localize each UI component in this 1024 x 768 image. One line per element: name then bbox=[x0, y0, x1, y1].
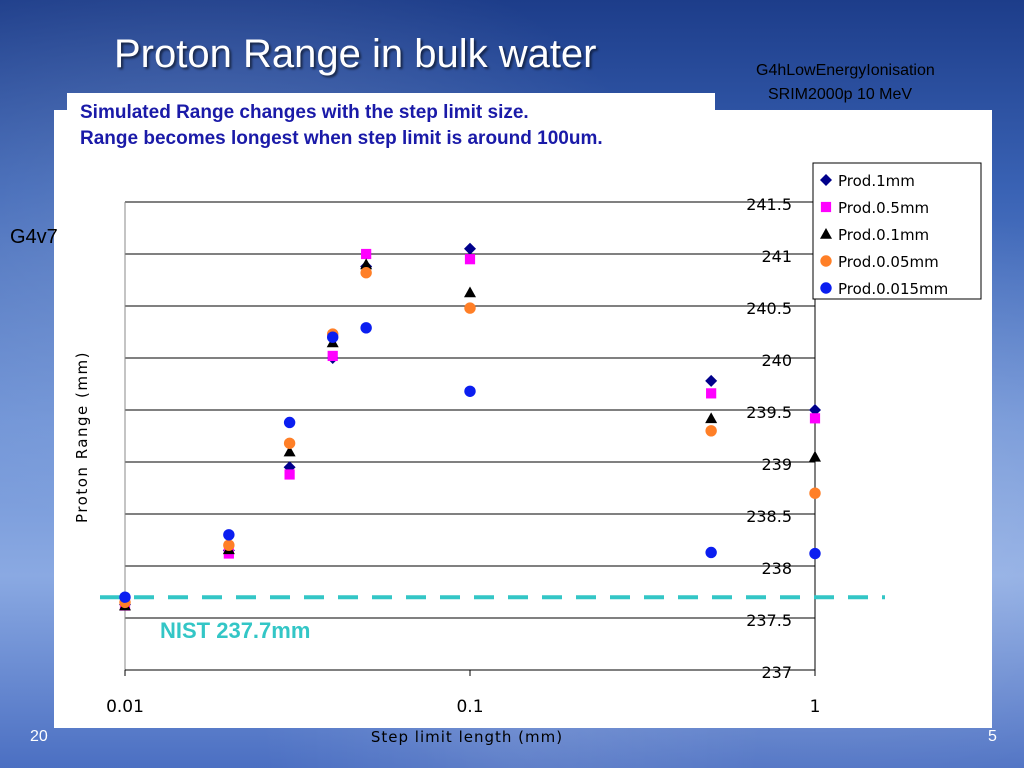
axes bbox=[124, 202, 816, 676]
legend-marker bbox=[820, 201, 832, 213]
y-axis-label: Proton Range (mm) bbox=[73, 351, 91, 523]
data-point bbox=[283, 445, 296, 457]
data-point bbox=[327, 350, 338, 362]
data-point bbox=[283, 437, 296, 449]
data-point bbox=[809, 413, 821, 424]
note-line-2: Range becomes longest when step limit is… bbox=[80, 128, 603, 149]
y-tick-label: 237.5 bbox=[746, 611, 792, 630]
model-label: G4hLowEnergyIonisation bbox=[756, 62, 935, 79]
y-tick-label: 240.5 bbox=[746, 299, 792, 318]
note-line-1: Simulated Range changes with the step li… bbox=[80, 102, 529, 123]
data-point bbox=[361, 248, 372, 260]
y-tick-label: 238 bbox=[761, 559, 792, 578]
data-point bbox=[360, 258, 373, 270]
x-tick-label: 1 bbox=[810, 697, 821, 717]
data-point bbox=[284, 469, 295, 480]
y-tick-label: 239 bbox=[761, 455, 792, 474]
y-tick-label: 238.5 bbox=[746, 507, 792, 526]
legend-label: Prod.0.015mm bbox=[838, 280, 948, 298]
data-point bbox=[464, 385, 476, 397]
data-point bbox=[705, 412, 718, 424]
legend-marker bbox=[820, 282, 832, 294]
data-point bbox=[464, 242, 476, 255]
series-5 bbox=[119, 322, 821, 603]
data-point bbox=[464, 286, 476, 298]
data-point bbox=[705, 425, 717, 437]
legend: Prod.1mm Prod.0.5mm Prod.0.1mm Prod.0.05mm P… bbox=[812, 162, 982, 300]
x-tick-label: 0.01 bbox=[106, 697, 144, 717]
data-point bbox=[706, 388, 717, 399]
data-point bbox=[809, 450, 821, 462]
legend-label: Prod.0.5mm bbox=[838, 199, 929, 217]
data-point bbox=[809, 404, 821, 416]
data-point bbox=[464, 254, 476, 265]
data-point bbox=[119, 591, 131, 603]
y-tick-label: 239.5 bbox=[746, 403, 792, 422]
legend-marker bbox=[820, 174, 832, 186]
footer-left: 20 bbox=[30, 728, 48, 745]
data-point bbox=[705, 546, 717, 559]
data-point bbox=[223, 539, 235, 551]
note-box: Simulated Range changes with the step li… bbox=[68, 94, 714, 156]
data-point bbox=[360, 322, 372, 334]
version-label: G4v7 bbox=[10, 226, 58, 248]
data-point bbox=[705, 374, 718, 387]
y-tick-label: 237 bbox=[761, 663, 792, 682]
data-point bbox=[809, 487, 821, 499]
x-tick-label: 0.1 bbox=[456, 697, 483, 717]
y-tick-label: 241.5 bbox=[746, 195, 792, 214]
x-axis-label: Step limit length (mm) bbox=[371, 728, 563, 746]
legend-label: Prod.0.1mm bbox=[838, 226, 929, 244]
legend-label: Prod.1mm bbox=[838, 172, 915, 190]
nist-label: NIST 237.7mm bbox=[160, 618, 311, 643]
legend-label: Prod.0.05mm bbox=[838, 253, 939, 271]
data-point bbox=[327, 331, 339, 343]
data-point bbox=[360, 267, 372, 279]
data-point bbox=[464, 302, 476, 314]
y-tick-label: 241 bbox=[761, 247, 792, 266]
data-point bbox=[283, 416, 296, 429]
legend-marker bbox=[820, 255, 832, 267]
y-tick-label: 240 bbox=[761, 351, 792, 370]
legend-box bbox=[812, 162, 982, 300]
data-point bbox=[809, 547, 821, 560]
tick-labels: 241.5 241 240.5 240 239.5 239 238.5 238 237.5 237… bbox=[106, 195, 820, 717]
slide-title: Proton Range in bulk water bbox=[114, 32, 597, 76]
data-points bbox=[119, 242, 821, 611]
srim-label: SRIM2000p 10 MeV bbox=[768, 86, 913, 103]
legend-marker bbox=[820, 228, 832, 239]
footer-right: 5 bbox=[988, 728, 997, 745]
data-point bbox=[223, 529, 235, 541]
